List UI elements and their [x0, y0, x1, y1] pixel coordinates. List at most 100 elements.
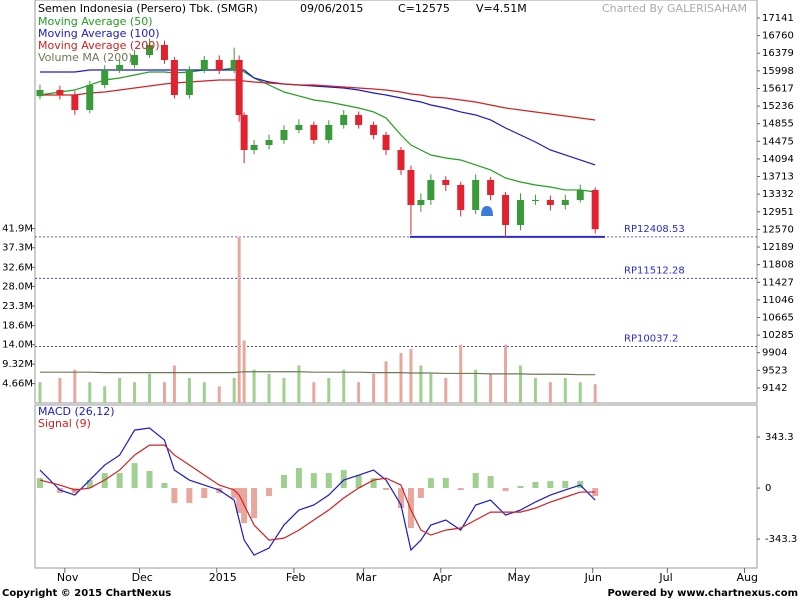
candle-body	[200, 59, 208, 70]
candle-body	[546, 199, 554, 205]
level-label: RP10037.2	[624, 334, 678, 345]
volume-bar	[548, 382, 552, 403]
histogram-bar	[201, 488, 208, 499]
copyright: Copyright © 2015 ChartNexus	[2, 588, 171, 599]
y-tick-label: 4.66M	[2, 379, 33, 390]
histogram-bar	[280, 474, 287, 489]
volume-bar	[202, 382, 206, 403]
histogram-bar	[131, 463, 138, 489]
candle-body	[382, 134, 390, 150]
legend-entry: MACD (26,12)	[38, 405, 115, 418]
volume-bar	[342, 369, 346, 403]
histogram-bar	[487, 476, 494, 489]
y-tick-label: 14094	[762, 154, 794, 165]
volume-bar	[162, 382, 166, 403]
legend-entry: Moving Average (200)	[38, 39, 159, 52]
y-tick-label: 12570	[762, 224, 794, 235]
line-series	[39, 371, 596, 376]
histogram-bar	[417, 488, 424, 499]
y-tick-label: 16379	[762, 48, 794, 59]
y-tick-label: 16760	[762, 31, 794, 42]
candle-body	[427, 179, 435, 200]
close-value: C=12575	[398, 2, 450, 15]
volume-bar	[88, 382, 92, 403]
y-tick-label: 32.6M	[2, 262, 33, 273]
line-series	[39, 67, 596, 193]
volume-bar	[187, 378, 191, 403]
volume-bar	[474, 369, 478, 403]
histogram-bar	[370, 478, 377, 489]
y-tick-label: 37.3M	[2, 243, 33, 254]
candle-body	[101, 69, 109, 86]
y-tick-label: 15998	[762, 66, 794, 77]
candle-body	[561, 199, 569, 205]
histogram-bar	[36, 478, 43, 489]
x-tick-label: Mar	[356, 571, 377, 584]
candle-body	[417, 199, 425, 205]
histogram-bar	[186, 488, 193, 504]
volume-bar	[217, 386, 221, 403]
x-tick-label: 2015	[209, 571, 237, 584]
histogram-bar	[236, 488, 243, 514]
histogram-bar	[231, 488, 238, 499]
volume-bar	[399, 353, 403, 403]
y-tick-label: 11427	[762, 277, 794, 288]
y-tick-label: 17141	[762, 13, 794, 24]
histogram-bar	[355, 475, 362, 489]
line-series	[39, 79, 596, 121]
date: 09/06/2015	[300, 2, 363, 15]
volume-bar	[563, 378, 567, 403]
credit: Charted By GALERISAHAM	[602, 2, 747, 15]
volume-bar	[327, 378, 331, 403]
y-tick-label: 23.3M	[2, 301, 33, 312]
y-tick-label: 15617	[762, 83, 794, 94]
x-tick-label: Jun	[584, 571, 602, 584]
level-label: RP12408.53	[624, 224, 685, 235]
histogram-bar	[517, 485, 524, 489]
volume-bar	[38, 382, 42, 403]
candle-body	[576, 190, 584, 200]
histogram-bar	[407, 488, 414, 529]
histogram-bar	[397, 488, 404, 508]
x-tick-label: Apr	[433, 571, 453, 584]
y-tick-label: 12189	[762, 242, 794, 253]
x-tick-label: Nov	[57, 571, 79, 584]
y-tick-label: 12951	[762, 207, 794, 218]
y-tick-label: 11046	[762, 295, 794, 306]
legend-entry: Volume MA (200)	[38, 51, 133, 64]
y-tick-label: 9904	[762, 348, 787, 359]
volume-bar	[232, 378, 236, 403]
candle-body	[131, 54, 139, 65]
volume-bar	[133, 382, 137, 403]
volume-bar	[297, 365, 301, 403]
y-tick-label: -343.3	[765, 534, 797, 545]
y-tick-label: 10285	[762, 330, 794, 341]
volume-bar	[103, 386, 107, 403]
candle-body	[146, 45, 154, 55]
y-tick-label: 11808	[762, 260, 794, 271]
candle-body	[295, 124, 303, 130]
chart-title: Semen Indonesia (Persero) Tbk. (SMGR)	[38, 2, 258, 15]
candle-body	[310, 124, 318, 141]
histogram-bar	[171, 488, 178, 504]
y-tick-label: 15236	[762, 101, 794, 112]
x-tick-label: Feb	[286, 571, 305, 584]
volume-bar	[118, 378, 122, 403]
candle-body	[502, 195, 510, 225]
y-tick-label: 9142	[762, 383, 787, 394]
line-series	[39, 427, 596, 556]
histogram-bar	[427, 478, 434, 489]
volume-bar	[237, 236, 241, 403]
candle-body	[230, 59, 238, 70]
x-tick-label: Jul	[658, 571, 672, 584]
histogram-bar	[502, 488, 509, 492]
candle-body	[531, 199, 539, 201]
candle-body	[71, 95, 79, 110]
candle-body	[240, 114, 248, 150]
candle-body	[235, 59, 243, 115]
volume-bar	[533, 378, 537, 403]
candle-body	[86, 85, 94, 110]
x-tick-label: Aug	[737, 571, 758, 584]
line-series	[39, 69, 596, 166]
powered-by: Powered by www.chartnexus.com	[607, 588, 798, 599]
